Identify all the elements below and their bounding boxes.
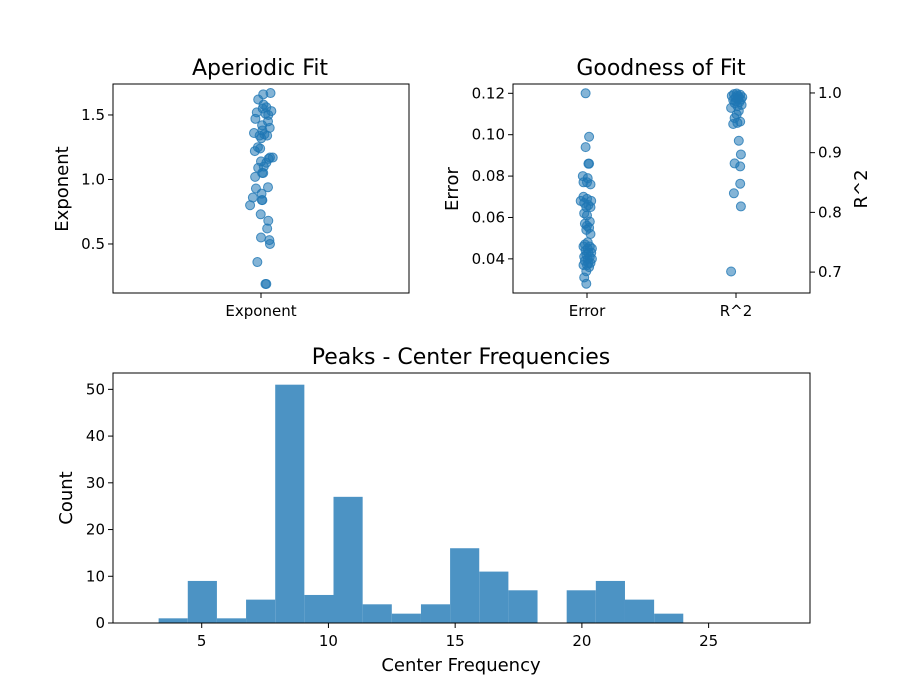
error-point [585, 229, 596, 240]
r-squared-point [735, 201, 746, 212]
exponent-point [264, 238, 275, 249]
x-tick-label: Error [569, 302, 606, 320]
histogram-bar [246, 599, 276, 623]
goodness-of-fit-right-ylabel: R^2 [851, 169, 872, 208]
histogram-bar [479, 571, 509, 623]
x-tick-label: 20 [572, 632, 591, 650]
exponent-point [245, 200, 256, 211]
histogram-bar [391, 613, 421, 623]
histogram-bar [187, 580, 217, 623]
histogram-bar [450, 548, 480, 623]
histogram-bar [362, 604, 392, 623]
y-tick-label: 0 [95, 614, 105, 632]
right-y-tick-label: 1.0 [818, 84, 842, 102]
error-point [584, 131, 595, 142]
exponent-point [252, 257, 263, 268]
exponent-point [256, 232, 266, 243]
aperiodic-fit-ylabel: Exponent [52, 146, 73, 231]
center-frequency-title: Peaks - Center Frequencies [312, 345, 610, 370]
left-y-tick-label: 0.10 [472, 126, 505, 144]
center-frequency-panel: Peaks - Center Frequencies Count Center … [56, 345, 811, 676]
exponent-point [257, 195, 268, 206]
error-point [580, 142, 591, 153]
right-y-tick-label: 0.8 [818, 203, 842, 221]
right-y-tick-label: 0.7 [818, 263, 842, 281]
exponent-point [265, 88, 276, 99]
aperiodic-fit-points [245, 88, 278, 289]
y-tick-label: 30 [86, 474, 105, 492]
aperiodic-fit-ticks: 0.5 1.0 1.5 Exponent [81, 106, 297, 320]
r-squared-point [735, 178, 746, 189]
r-squared-point [735, 161, 746, 172]
histogram-bar [595, 580, 625, 623]
left-y-tick-label: 0.04 [472, 250, 505, 268]
r-squared-point [735, 149, 746, 160]
exponent-point [261, 278, 272, 289]
center-frequency-frame [112, 372, 811, 624]
aperiodic-fit-frame [112, 83, 410, 294]
r-squared-point [728, 119, 739, 130]
exponent-point [258, 168, 269, 179]
histogram-bar [624, 599, 655, 623]
histogram-bar [216, 618, 247, 623]
histogram-bar [275, 384, 305, 623]
error-point [585, 202, 596, 213]
y-tick-label: 0.5 [81, 235, 105, 253]
y-tick-label: 40 [86, 427, 105, 445]
aperiodic-fit-panel: Aperiodic Fit Exponent 0.5 1.0 1.5 Exponent [52, 56, 410, 320]
exponent-point [256, 133, 267, 144]
histogram-bar [420, 604, 451, 623]
y-tick-label: 1.0 [81, 170, 105, 188]
r-squared-point [728, 188, 739, 199]
goodness-of-fit-left-ylabel: Error [442, 166, 463, 210]
center-frequency-xlabel: Center Frequency [381, 655, 541, 676]
x-tick-label: 10 [319, 632, 338, 650]
left-y-tick-label: 0.08 [472, 167, 505, 185]
histogram-bar [158, 618, 188, 623]
histogram-bar [654, 613, 684, 623]
histogram-bar [566, 590, 596, 623]
exponent-point [250, 113, 261, 124]
right-y-tick-label: 0.9 [818, 144, 842, 162]
center-frequency-ylabel: Count [56, 471, 77, 524]
x-tick-label: Exponent [225, 302, 296, 320]
x-tick-label: R^2 [720, 302, 753, 320]
y-tick-label: 50 [86, 380, 105, 398]
y-tick-label: 20 [86, 521, 105, 539]
y-tick-label: 10 [86, 567, 105, 585]
r-squared-point [733, 135, 744, 146]
y-tick-label: 1.5 [81, 106, 105, 124]
x-tick-label: 25 [699, 632, 718, 650]
exponent-point [255, 209, 266, 220]
left-y-tick-label: 0.12 [472, 84, 505, 102]
exponent-point [250, 171, 261, 182]
goodness-of-fit-title: Goodness of Fit [576, 56, 746, 81]
goodness-of-fit-panel: Goodness of Fit Error R^2 0.040.060.080.… [442, 56, 872, 320]
error-point [585, 179, 596, 190]
exponent-point [262, 223, 273, 234]
center-frequency-ticks: 5 10 15 20 25 0 10 20 30 40 50 [86, 380, 718, 650]
aperiodic-fit-title: Aperiodic Fit [192, 56, 328, 81]
x-tick-label: 5 [197, 632, 207, 650]
histogram-bar [508, 590, 538, 623]
error-point [581, 278, 592, 289]
exponent-point [263, 182, 273, 193]
exponent-point [249, 146, 260, 157]
r-squared-point [726, 266, 737, 277]
goodness-of-fit-points [575, 88, 748, 289]
goodness-of-fit-frame [512, 83, 811, 294]
error-point [584, 158, 595, 169]
center-frequency-bars [158, 384, 684, 623]
error-point [580, 88, 591, 99]
histogram-bar [333, 496, 363, 623]
left-y-tick-label: 0.06 [472, 208, 505, 226]
x-tick-label: 15 [446, 632, 465, 650]
histogram-bar [304, 594, 334, 623]
goodness-of-fit-ticks: 0.04 0.06 0.08 0.10 0.12 0.7 0.8 0.9 1.0 Error R^2 [472, 84, 842, 320]
